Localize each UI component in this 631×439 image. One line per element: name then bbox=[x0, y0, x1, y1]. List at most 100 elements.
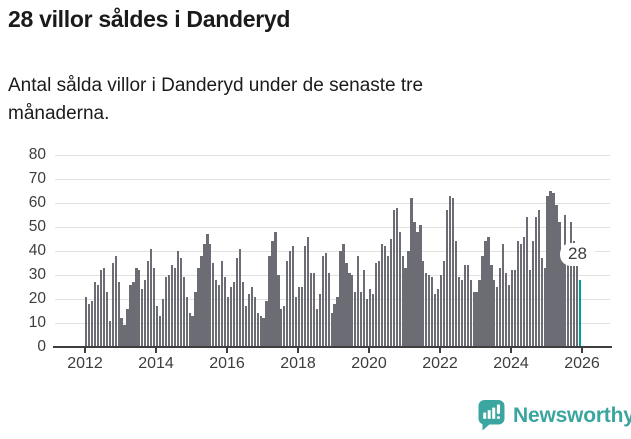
bar bbox=[345, 263, 348, 347]
bar bbox=[150, 248, 153, 347]
bar bbox=[392, 210, 395, 347]
bar bbox=[253, 296, 256, 347]
bar bbox=[312, 272, 316, 347]
x-tick-label: 2020 bbox=[351, 355, 387, 372]
bar bbox=[176, 251, 179, 347]
bar bbox=[191, 315, 194, 347]
bar bbox=[363, 270, 366, 347]
bar bbox=[505, 272, 508, 347]
bar bbox=[129, 284, 132, 347]
bar bbox=[179, 258, 182, 347]
bar bbox=[155, 306, 159, 347]
bar bbox=[188, 313, 191, 347]
bar bbox=[194, 291, 197, 347]
x-tick-label: 2014 bbox=[138, 355, 174, 372]
bar bbox=[161, 299, 165, 347]
bar bbox=[336, 296, 339, 347]
bar bbox=[445, 210, 449, 347]
bar bbox=[300, 287, 304, 347]
bar bbox=[224, 277, 227, 347]
y-tick-label: 50 bbox=[28, 218, 46, 235]
bar bbox=[454, 241, 458, 347]
bar bbox=[297, 287, 301, 347]
bar bbox=[475, 291, 478, 347]
bar bbox=[366, 299, 369, 347]
bar bbox=[265, 301, 268, 347]
bar bbox=[525, 217, 529, 347]
bar bbox=[448, 195, 452, 347]
bar bbox=[232, 282, 236, 347]
gridline bbox=[55, 202, 610, 204]
x-tick bbox=[439, 348, 441, 354]
bar bbox=[206, 234, 209, 347]
bar bbox=[241, 282, 245, 347]
bar bbox=[203, 243, 206, 347]
newsworthy-logo[interactable]: Newsworthy bbox=[478, 400, 631, 431]
bar bbox=[351, 275, 354, 347]
bar bbox=[398, 231, 401, 347]
bar bbox=[573, 241, 576, 347]
bar bbox=[212, 263, 215, 347]
bar bbox=[404, 267, 407, 347]
bar bbox=[451, 198, 455, 347]
gridline bbox=[55, 154, 610, 156]
bar bbox=[244, 306, 247, 347]
bar bbox=[531, 241, 534, 347]
bar bbox=[182, 277, 185, 347]
bar bbox=[528, 270, 531, 347]
bar bbox=[105, 291, 108, 347]
highlight-bar bbox=[579, 279, 582, 347]
bar bbox=[303, 246, 307, 347]
bar bbox=[493, 279, 496, 347]
bar bbox=[250, 287, 253, 347]
bar bbox=[333, 303, 336, 347]
bar-chart-speech-bubble-icon bbox=[478, 400, 505, 431]
bar bbox=[185, 296, 188, 347]
bar bbox=[120, 318, 123, 347]
bar bbox=[463, 265, 466, 347]
bar bbox=[221, 260, 224, 347]
bar bbox=[218, 284, 221, 347]
bar bbox=[90, 301, 94, 347]
bar bbox=[434, 294, 437, 347]
bar bbox=[380, 243, 384, 347]
bar bbox=[439, 275, 443, 347]
bar bbox=[158, 315, 162, 347]
bar bbox=[235, 258, 239, 347]
page-title: 28 villor såldes i Danderyd bbox=[8, 6, 291, 32]
bar bbox=[466, 265, 469, 347]
bar bbox=[123, 325, 126, 347]
bar bbox=[389, 239, 392, 347]
bar bbox=[510, 270, 514, 347]
bar bbox=[360, 291, 363, 347]
bar bbox=[229, 287, 233, 347]
bar bbox=[519, 243, 523, 347]
bar bbox=[138, 270, 141, 347]
bar bbox=[197, 267, 200, 347]
bar bbox=[383, 246, 387, 347]
gridline bbox=[55, 298, 610, 300]
bar bbox=[540, 258, 543, 347]
bar bbox=[555, 205, 558, 347]
bar bbox=[469, 279, 472, 347]
y-tick-label: 20 bbox=[28, 290, 46, 307]
bar bbox=[428, 275, 431, 347]
gridline bbox=[55, 250, 610, 252]
bar bbox=[324, 253, 327, 347]
bar bbox=[401, 255, 404, 347]
bar bbox=[395, 207, 398, 347]
y-tick-label: 30 bbox=[28, 266, 46, 283]
bar bbox=[277, 275, 280, 347]
bar bbox=[147, 260, 150, 347]
bar bbox=[141, 289, 144, 347]
bar bbox=[552, 193, 555, 347]
bar bbox=[419, 224, 422, 347]
bar bbox=[153, 267, 156, 347]
bar bbox=[513, 270, 517, 347]
bar bbox=[170, 265, 174, 347]
bar bbox=[478, 279, 481, 347]
bar bbox=[114, 255, 117, 347]
bar bbox=[286, 260, 289, 347]
